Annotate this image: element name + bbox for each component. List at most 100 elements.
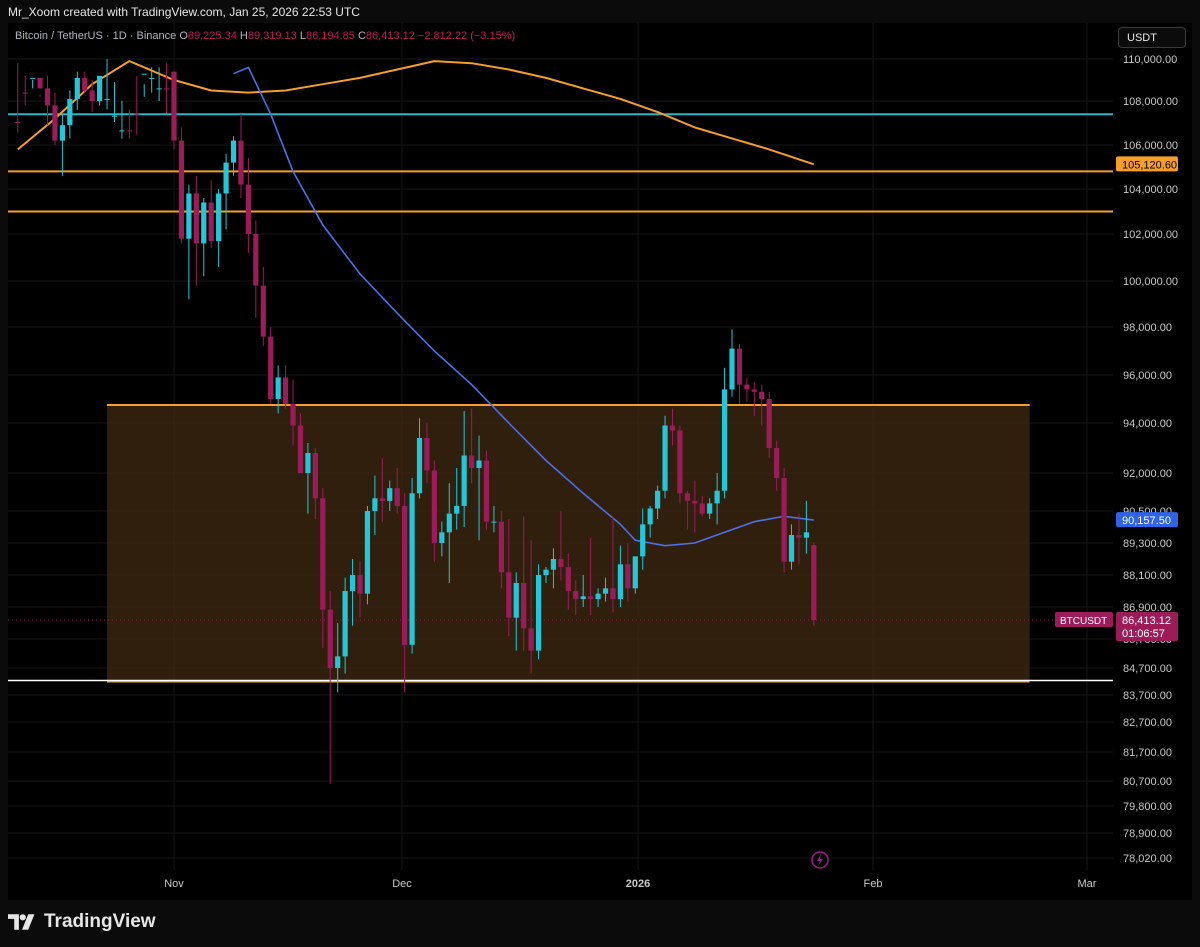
candle-body <box>238 140 244 185</box>
time-tick-label: Feb <box>864 878 883 890</box>
legend-interval: 1D <box>112 30 127 42</box>
candle <box>245 158 251 253</box>
candle-body <box>67 98 73 126</box>
price-axis-bg <box>1113 23 1192 900</box>
candle <box>275 365 281 414</box>
candle-body <box>565 567 571 591</box>
candle <box>349 559 356 626</box>
candle <box>573 580 579 615</box>
candle <box>669 408 676 446</box>
candle <box>15 63 21 133</box>
candle-body <box>535 575 542 651</box>
candle <box>223 153 229 230</box>
candle-body <box>44 88 51 106</box>
candle <box>446 483 452 583</box>
candle-body <box>684 493 690 501</box>
candle-body <box>290 403 296 426</box>
legend-high: 89,319.13 <box>247 30 297 42</box>
candle-body <box>402 505 408 645</box>
candle-body <box>736 348 743 385</box>
candle <box>662 415 668 499</box>
legend-change: −2,812.22 (−3.15%) <box>417 30 516 42</box>
candle <box>751 382 757 416</box>
candle <box>59 114 65 176</box>
candle-body <box>349 575 356 591</box>
chart-attribution: Mr_Xoom created with TradingView.com, Ja… <box>8 5 360 19</box>
candle <box>528 540 534 674</box>
currency-selector-button[interactable]: USDT <box>1118 27 1186 48</box>
candle <box>178 127 185 244</box>
time-tick-label: Mar <box>1078 878 1097 890</box>
candle-body <box>714 490 720 504</box>
legend-close: 86,413.12 <box>365 30 415 42</box>
candle-body <box>126 130 132 132</box>
candle-body <box>216 193 222 242</box>
candle-body <box>632 556 638 589</box>
candle <box>558 511 564 581</box>
candle-body <box>22 92 28 94</box>
candle-body <box>640 524 646 557</box>
candle <box>729 329 735 397</box>
candle <box>431 460 437 562</box>
candle-body <box>580 596 586 599</box>
candle <box>186 184 192 300</box>
candle-body <box>156 88 162 90</box>
candle-body <box>803 532 809 538</box>
candle <box>394 468 400 514</box>
candle-body <box>208 202 214 242</box>
candle <box>736 343 743 404</box>
legend-high-label: H <box>239 30 248 42</box>
candle <box>454 468 460 530</box>
candle-body <box>707 503 713 514</box>
candle-body <box>394 488 400 506</box>
candle-body <box>260 285 266 337</box>
candle <box>461 411 467 527</box>
candle <box>67 90 73 139</box>
candle <box>342 577 348 674</box>
tradingview-logo[interactable]: TradingView <box>8 906 156 938</box>
candle-body <box>602 588 609 594</box>
candle <box>89 80 95 112</box>
last-price-label: 86,413.12 <box>1122 615 1171 627</box>
candle-body <box>111 115 118 117</box>
candle-body <box>52 105 58 141</box>
candle <box>803 500 809 554</box>
time-tick-label: Dec <box>392 878 412 890</box>
candle <box>402 493 408 693</box>
candle-body <box>387 488 393 501</box>
candle <box>208 180 214 249</box>
price-tick-label: 78,900.00 <box>1123 828 1172 840</box>
candle-body <box>327 609 333 668</box>
candle-body <box>729 348 735 390</box>
candle <box>640 508 646 570</box>
candle-body <box>610 588 616 599</box>
candle-body <box>275 377 281 399</box>
legend-close-label: C <box>357 30 366 42</box>
symbol-legend[interactable]: Bitcoin / TetherUS · 1D · Binance O89,22… <box>15 30 516 42</box>
price-tick-label: 100,000.00 <box>1123 276 1178 288</box>
candle <box>796 513 802 565</box>
candle-body <box>424 438 430 471</box>
candle <box>290 379 296 446</box>
candle <box>126 109 132 139</box>
candle <box>163 63 170 114</box>
candle-body <box>498 521 504 573</box>
candle-body <box>454 505 460 514</box>
orange-level-badge-bg <box>1116 156 1178 172</box>
candle <box>297 413 304 473</box>
candle-body <box>588 596 594 599</box>
candle <box>617 545 623 607</box>
candle <box>707 498 713 519</box>
candle-body <box>699 503 705 514</box>
candle-body <box>528 628 534 651</box>
candle <box>744 377 750 402</box>
price-tick-label: 86,900.00 <box>1123 602 1172 614</box>
candle <box>119 101 125 139</box>
candle-body <box>59 125 65 141</box>
price-tick-label: 104,000.00 <box>1123 184 1178 196</box>
candle-body <box>766 399 772 448</box>
blue-ma-badge: 90,157.50 <box>1122 515 1171 527</box>
candle-body <box>82 77 88 91</box>
candle <box>141 73 147 97</box>
